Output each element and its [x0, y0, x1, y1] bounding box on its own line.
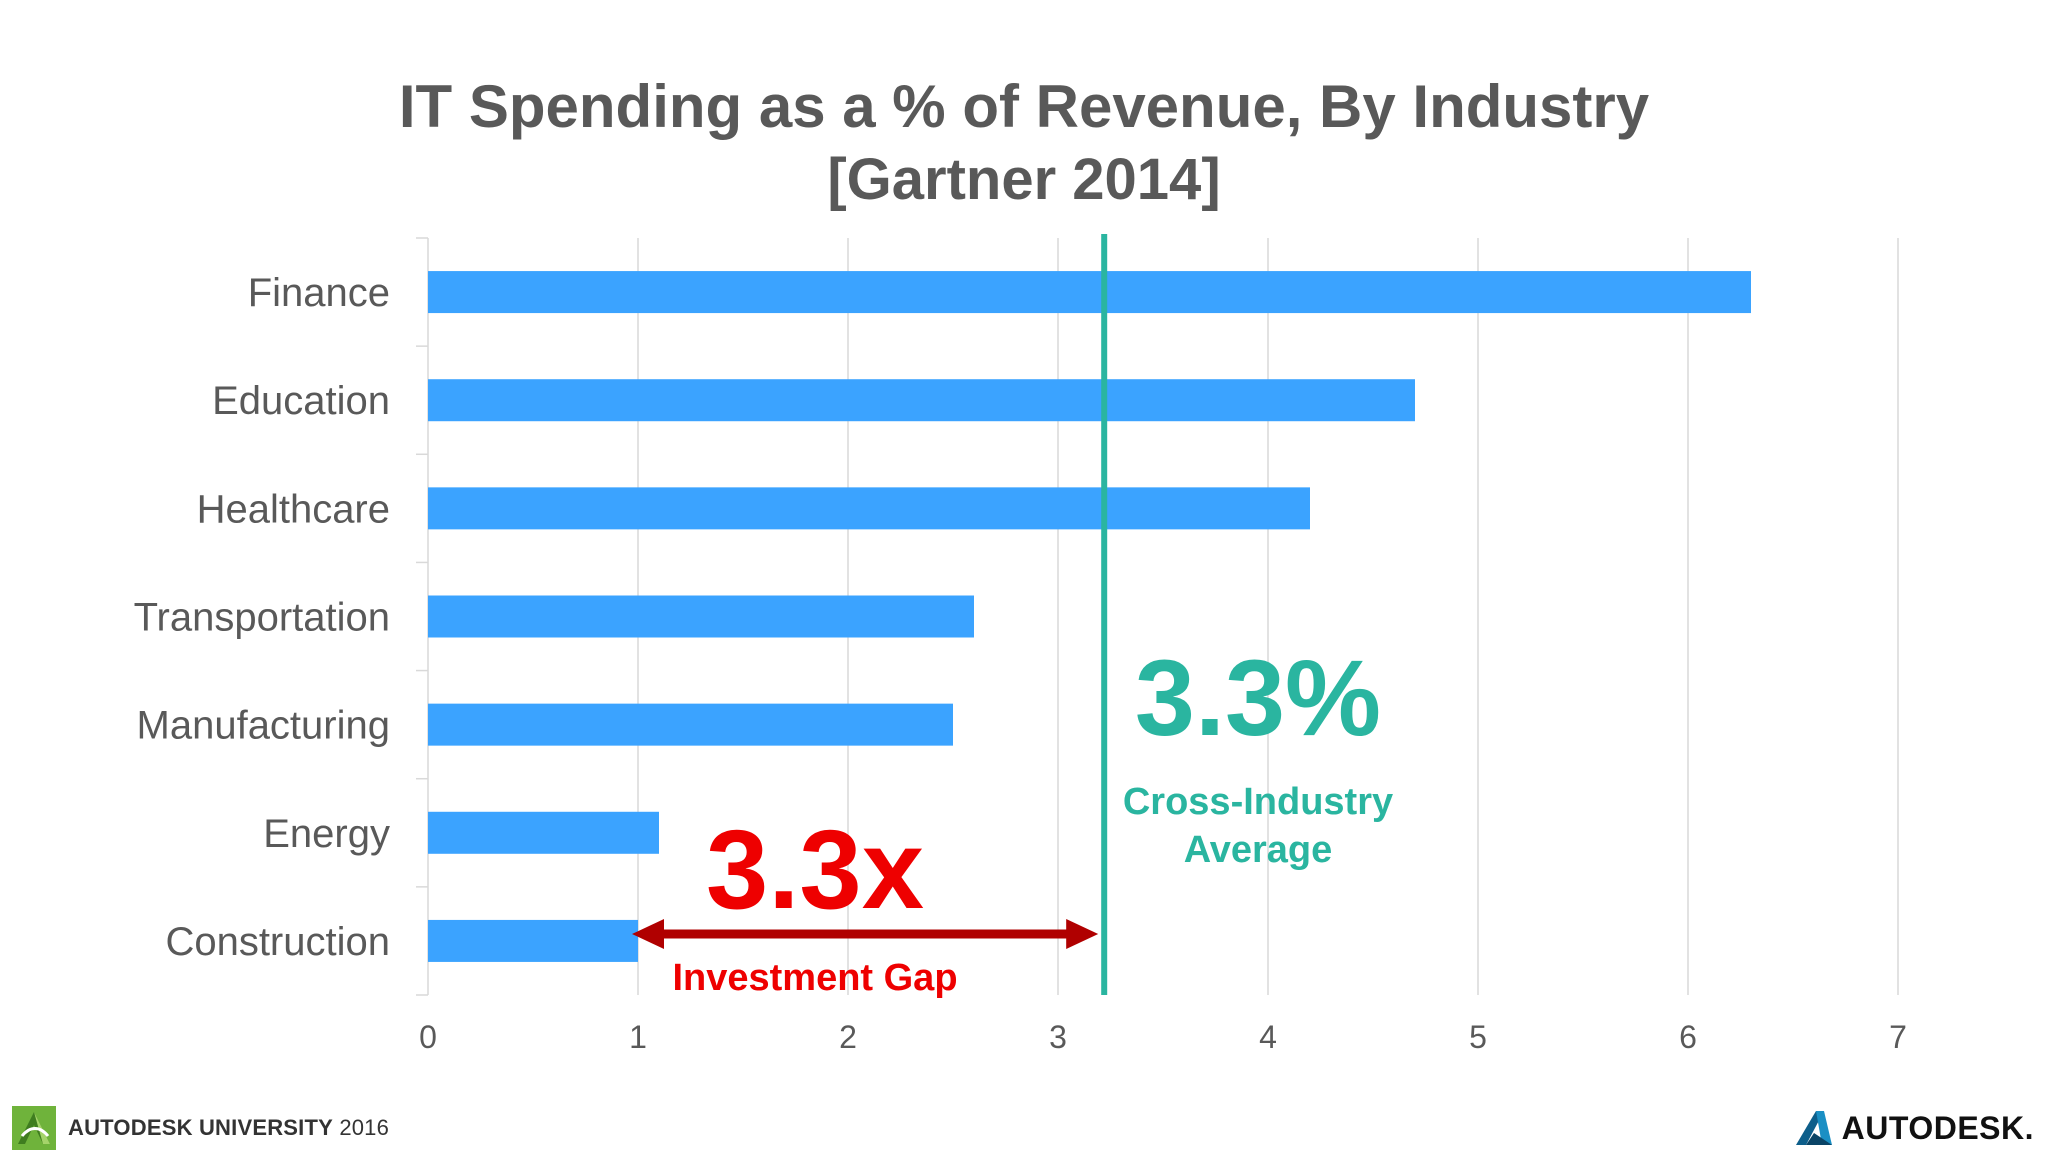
category-label: Construction — [165, 920, 390, 964]
category-label: Energy — [263, 812, 390, 856]
bar-transportation — [428, 595, 974, 638]
footer-brand: AUTODESK UNIVERSITY — [68, 1115, 333, 1140]
category-label: Finance — [248, 271, 390, 315]
category-label: Education — [212, 379, 390, 423]
x-tick-label: 0 — [419, 1019, 437, 1055]
chart-subtitle: [Gartner 2014] — [827, 147, 1221, 212]
gap-caption: Investment Gap — [672, 957, 957, 999]
bar-construction — [428, 919, 638, 962]
bar-finance — [428, 271, 1751, 314]
footer-right: AUTODESK. — [1794, 1106, 2034, 1150]
bar-healthcare — [428, 487, 1310, 530]
x-tick-label: 2 — [839, 1019, 857, 1055]
footer-year: 2016 — [339, 1115, 390, 1140]
x-tick-label: 4 — [1259, 1019, 1277, 1055]
x-tick-label: 7 — [1889, 1019, 1907, 1055]
category-label: Manufacturing — [137, 704, 390, 748]
bar-education — [428, 379, 1415, 422]
average-value-label: 3.3% — [1135, 637, 1381, 758]
category-label: Transportation — [134, 596, 390, 640]
gap-value-label: 3.3x — [706, 807, 924, 932]
footer-left-text: AUTODESK UNIVERSITY 2016 — [68, 1115, 389, 1141]
footer-left: AUTODESK UNIVERSITY 2016 — [12, 1104, 389, 1152]
x-tick-label: 6 — [1679, 1019, 1697, 1055]
average-caption-line: Average — [1184, 829, 1333, 871]
footer-right-brand: AUTODESK. — [1841, 1109, 2034, 1146]
gap-arrow-head-left — [632, 919, 664, 949]
bar-energy — [428, 811, 659, 854]
chart-title: IT Spending as a % of Revenue, By Indust… — [398, 73, 1650, 140]
x-tick-label: 3 — [1049, 1019, 1067, 1055]
bar-manufacturing — [428, 703, 953, 746]
category-label: Healthcare — [197, 487, 390, 531]
average-caption-line: Cross-Industry — [1123, 781, 1393, 823]
autodesk-logo-icon — [1795, 1111, 1832, 1145]
x-tick-label: 5 — [1469, 1019, 1487, 1055]
x-tick-label: 1 — [629, 1019, 647, 1055]
autodesk-university-logo-icon — [12, 1106, 56, 1150]
gap-arrow-head-right — [1066, 919, 1099, 949]
